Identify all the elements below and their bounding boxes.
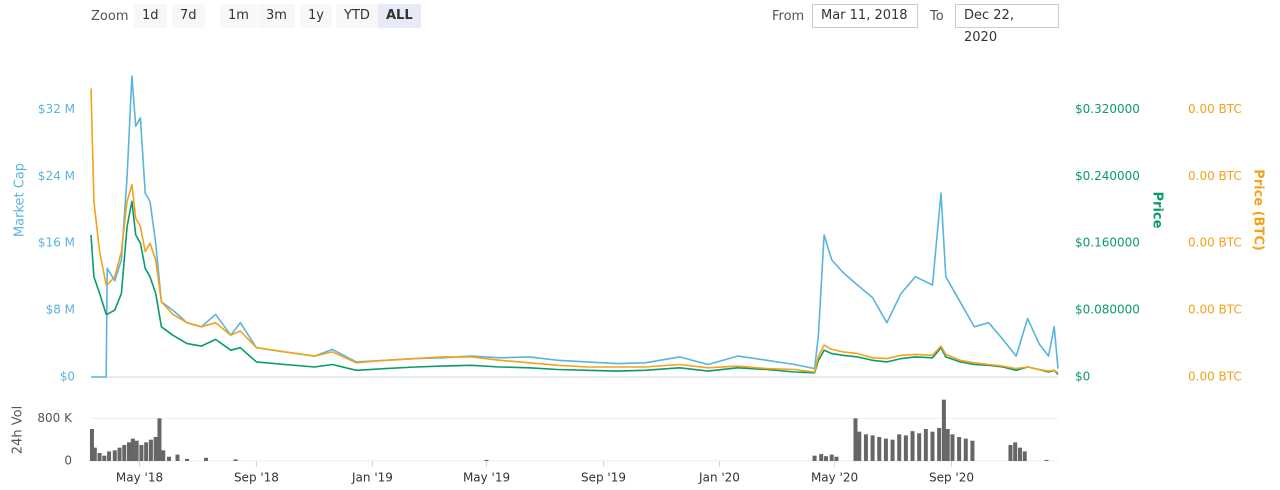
y3-tick-label: 0.00 BTC bbox=[1188, 303, 1242, 317]
volume-bar bbox=[92, 447, 97, 461]
volume-bar bbox=[863, 434, 868, 461]
volume-bar bbox=[166, 456, 171, 461]
volume-bar bbox=[950, 434, 955, 461]
volume-bar bbox=[883, 438, 888, 461]
volume-bar bbox=[937, 427, 942, 461]
volume-bar bbox=[102, 455, 107, 461]
to-label: To bbox=[930, 9, 944, 24]
data-line bbox=[90, 200, 1059, 376]
y2-axis-title: Price bbox=[1150, 192, 1165, 229]
y-tick-label: $0 bbox=[60, 370, 75, 384]
volume-bar bbox=[917, 433, 922, 461]
volume-bar bbox=[945, 429, 950, 461]
y-tick-label: 800 K bbox=[37, 411, 73, 425]
zoom-label: Zoom bbox=[91, 9, 129, 24]
volume-bar bbox=[112, 450, 117, 461]
volume-bar bbox=[910, 431, 915, 461]
y3-tick-label: 0.00 BTC bbox=[1188, 102, 1242, 116]
volume-bar bbox=[823, 456, 828, 461]
volume-bar bbox=[107, 451, 112, 461]
volume-bar bbox=[122, 445, 127, 461]
volume-bar bbox=[117, 447, 122, 461]
x-tick-label: Sep '20 bbox=[929, 471, 974, 485]
volume-bar bbox=[161, 450, 166, 461]
data-line bbox=[90, 88, 1059, 374]
volume-bar bbox=[970, 440, 975, 461]
x-tick-label: Jan '20 bbox=[698, 471, 740, 485]
volume-bar bbox=[185, 458, 190, 461]
data-line bbox=[91, 75, 1059, 378]
volume-bar bbox=[127, 442, 132, 461]
y-tick-label: $32 M bbox=[38, 102, 75, 116]
volume-bar bbox=[175, 454, 180, 461]
y3-tick-label: 0.00 BTC bbox=[1188, 169, 1242, 183]
volume-bar bbox=[484, 459, 489, 461]
x-tick-label: Sep '18 bbox=[234, 471, 279, 485]
x-tick-label: Sep '19 bbox=[581, 471, 626, 485]
y3-tick-label: 0.00 BTC bbox=[1188, 236, 1242, 250]
volume-bar bbox=[812, 455, 817, 461]
volume-bar bbox=[923, 429, 928, 461]
y3-axis-title: Price (BTC) bbox=[1251, 169, 1266, 251]
volume-bar bbox=[134, 440, 139, 461]
y-tick-label: $16 M bbox=[38, 236, 75, 250]
volume-bar bbox=[957, 437, 962, 461]
volume-bar bbox=[1013, 442, 1018, 461]
volume-bar bbox=[1008, 445, 1013, 461]
y2-tick-label: $0.240000 bbox=[1075, 169, 1140, 183]
zoom-button[interactable]: 7d bbox=[172, 4, 205, 28]
volume-bar bbox=[930, 431, 935, 461]
volume-bar bbox=[903, 435, 908, 461]
zoom-button[interactable]: YTD bbox=[336, 4, 378, 28]
x-tick-label: May '20 bbox=[811, 471, 858, 485]
zoom-button[interactable]: ALL bbox=[378, 4, 421, 28]
zoom-button[interactable]: 1y bbox=[300, 4, 332, 28]
x-tick-label: May '19 bbox=[463, 471, 510, 485]
volume-bar bbox=[890, 439, 895, 461]
y2-tick-label: $0.320000 bbox=[1075, 102, 1140, 116]
volume-bar bbox=[148, 439, 153, 461]
volume-bar bbox=[857, 431, 862, 461]
volume-bar bbox=[130, 438, 135, 461]
volume-bar bbox=[204, 457, 209, 461]
volume-axis-title: 24h Vol bbox=[11, 406, 26, 454]
volume-bar bbox=[1044, 459, 1049, 461]
y-tick-label: $24 M bbox=[38, 169, 75, 183]
y2-tick-label: $0 bbox=[1075, 370, 1090, 384]
volume-bar bbox=[1022, 451, 1027, 461]
volume-bar bbox=[877, 437, 882, 461]
y2-tick-label: $0.080000 bbox=[1075, 303, 1140, 317]
volume-bar bbox=[139, 445, 144, 461]
volume-bar bbox=[963, 438, 968, 461]
volume-bar bbox=[153, 437, 158, 461]
volume-bar bbox=[834, 456, 839, 461]
volume-bar bbox=[829, 454, 834, 461]
volume-bar bbox=[144, 442, 149, 461]
volume-bar bbox=[89, 429, 94, 461]
volume-bar bbox=[853, 418, 858, 461]
volume-bar bbox=[97, 453, 102, 461]
zoom-button[interactable]: 3m bbox=[258, 4, 295, 28]
to-date[interactable]: Dec 22, 2020 bbox=[955, 4, 1059, 45]
y-tick-label: 0 bbox=[64, 454, 72, 468]
volume-bar bbox=[941, 399, 946, 461]
y-tick-label: $8 M bbox=[46, 303, 75, 317]
volume-bar bbox=[233, 459, 238, 461]
volume-bar bbox=[897, 434, 902, 461]
zoom-button[interactable]: 1d bbox=[134, 4, 167, 28]
y2-tick-label: $0.160000 bbox=[1075, 236, 1140, 250]
from-label: From bbox=[772, 9, 805, 24]
y3-tick-label: 0.00 BTC bbox=[1188, 370, 1242, 384]
y-axis-title: Market Cap bbox=[13, 163, 28, 237]
volume-bar bbox=[1017, 447, 1022, 461]
zoom-button[interactable]: 1m bbox=[220, 4, 257, 28]
x-tick-label: May '18 bbox=[116, 471, 163, 485]
x-tick-label: Jan '19 bbox=[351, 471, 393, 485]
from-date[interactable]: Mar 11, 2018 bbox=[812, 4, 918, 28]
volume-bar bbox=[819, 454, 824, 461]
volume-bar bbox=[157, 418, 162, 461]
volume-bar bbox=[870, 435, 875, 461]
